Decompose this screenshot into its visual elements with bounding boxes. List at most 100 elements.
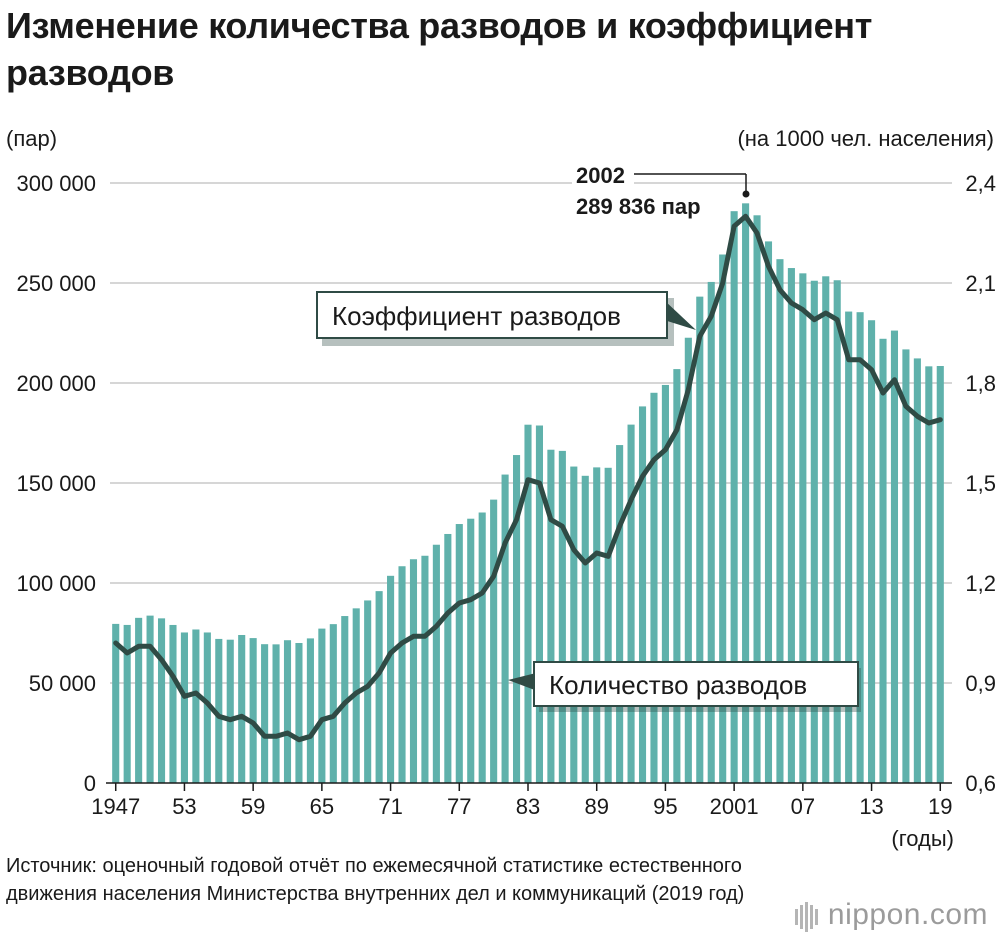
- count-label-callout: Количество разводов: [508, 661, 861, 712]
- bar-1977: [455, 524, 463, 783]
- x-tick-label: 77: [447, 794, 471, 819]
- y2-tick-label: 0,6: [965, 771, 996, 796]
- x-tick-label: 83: [516, 794, 540, 819]
- source-note: Источник: оценочный годовой отчёт по еже…: [6, 855, 745, 905]
- divorce-chart: 0 50 000 100 000 150 000 200 000 250 000 300 0…: [16, 163, 996, 851]
- bar-1974: [421, 555, 429, 783]
- bar-1970: [375, 591, 383, 783]
- y-tick-label: 0: [84, 771, 96, 796]
- x-tick-label: 07: [791, 794, 815, 819]
- bar-1985: [547, 449, 555, 783]
- y-tick-label: 200 000: [16, 371, 96, 396]
- bar-2003: [753, 215, 761, 784]
- bar-2005: [776, 259, 784, 783]
- bar-1951: [157, 618, 166, 783]
- bar-1984: [535, 425, 544, 783]
- peak-value: 289 836 пар: [576, 194, 701, 219]
- y2-tick-label: 2,4: [965, 171, 996, 196]
- bar-1997: [684, 337, 692, 783]
- rate-line: [113, 213, 943, 743]
- bar-1954: [192, 629, 200, 783]
- bar-1958: [238, 634, 246, 783]
- bar-2002: [742, 203, 750, 783]
- bar-2018: [925, 366, 933, 783]
- bar-1998: [696, 296, 704, 783]
- bar-1971: [387, 575, 395, 783]
- x-axis-label: (годы): [891, 826, 954, 851]
- y-tick-label: 300 000: [16, 171, 96, 196]
- chart-title: Изменение количества разводов и коэффици…: [6, 5, 873, 93]
- x-tick-label: 53: [172, 794, 196, 819]
- x-ticks: 1947 53 59 65 71 77 83 89 95 2001 07 13 19: [91, 783, 953, 819]
- bar-1960: [261, 644, 269, 783]
- x-tick-label: 71: [378, 794, 402, 819]
- bar-1978: [467, 518, 475, 783]
- y2-tick-label: 2,1: [965, 271, 996, 296]
- bar-1992: [627, 424, 635, 783]
- bar-1994: [650, 392, 658, 783]
- bar-1955: [203, 632, 211, 783]
- rate-label: Коэффициент разводов: [332, 301, 621, 331]
- y-tick-label: 50 000: [29, 671, 96, 696]
- bar-2009: [822, 276, 830, 783]
- logo-bars-icon: [794, 899, 820, 933]
- bar-1981: [501, 474, 509, 783]
- bar-2015: [890, 330, 899, 783]
- bar-1963: [295, 643, 303, 783]
- bar-1969: [364, 600, 372, 783]
- x-tick-label: 95: [653, 794, 677, 819]
- bar-2017: [913, 358, 921, 783]
- bar-1967: [341, 616, 349, 783]
- y2-tick-label: 0,9: [965, 671, 996, 696]
- bar-1965: [318, 628, 326, 783]
- bar-1961: [272, 644, 280, 783]
- left-axis-unit: (пар): [6, 126, 58, 151]
- bar-1996: [673, 369, 681, 783]
- bar-1987: [570, 466, 578, 783]
- bar-2014: [879, 338, 887, 783]
- bar-1948: [123, 624, 131, 783]
- logo-text: nippon.com: [827, 898, 988, 931]
- bar-series: [112, 203, 944, 784]
- rate-label-callout: Коэффициент разводов: [316, 291, 696, 346]
- x-tick-label: 2001: [710, 794, 759, 819]
- bar-2008: [810, 280, 818, 783]
- y-tick-label: 100 000: [16, 571, 96, 596]
- bar-1950: [146, 615, 154, 783]
- right-axis-unit: (на 1000 чел. населения): [737, 126, 994, 151]
- bar-1973: [409, 559, 418, 783]
- bar-1957: [226, 639, 234, 783]
- bar-1959: [249, 638, 257, 783]
- bar-1995: [661, 384, 669, 783]
- count-label: Количество разводов: [549, 670, 807, 700]
- bar-1991: [616, 445, 624, 783]
- left-y-ticks: 0 50 000 100 000 150 000 200 000 250 000 300 0…: [16, 171, 96, 796]
- x-tick-label: 19: [928, 794, 952, 819]
- right-y-ticks: 0,6 0,9 1,2 1,5 1,8 2,1 2,4: [965, 171, 996, 796]
- y2-tick-label: 1,2: [965, 571, 996, 596]
- bar-1952: [169, 624, 177, 783]
- bar-2013: [868, 320, 876, 783]
- bar-2010: [833, 280, 841, 783]
- x-tick-label: 1947: [91, 794, 140, 819]
- rate-label-box: [316, 291, 668, 339]
- bar-1986: [558, 450, 566, 783]
- bar-1975: [432, 544, 440, 783]
- bar-2016: [902, 349, 910, 783]
- bar-2012: [856, 312, 864, 783]
- x-tick-label: 13: [859, 794, 883, 819]
- bar-1982: [512, 455, 521, 783]
- bar-2011: [845, 311, 853, 783]
- x-tick-label: 65: [310, 794, 334, 819]
- bar-1953: [180, 632, 188, 783]
- nippon-logo: nippon.com: [794, 898, 988, 933]
- bar-1988: [581, 475, 589, 783]
- bar-1980: [490, 499, 498, 783]
- bar-1972: [398, 566, 406, 783]
- y-tick-label: 250 000: [16, 271, 96, 296]
- bar-1999: [707, 281, 715, 783]
- bar-2006: [787, 268, 795, 783]
- y2-tick-label: 1,8: [965, 371, 996, 396]
- bar-1949: [135, 617, 143, 783]
- bar-1966: [329, 624, 337, 783]
